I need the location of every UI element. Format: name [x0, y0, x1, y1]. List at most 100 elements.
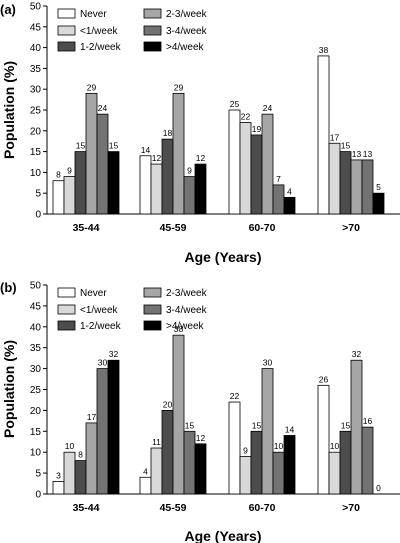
bar — [372, 192, 385, 215]
y-axis-title: Population (%) — [1, 61, 17, 159]
data-label: 18 — [163, 128, 173, 138]
y-tick-label: 10 — [30, 448, 42, 459]
panel-label: (b) — [0, 280, 17, 295]
data-label: 38 — [319, 45, 329, 55]
legend-label: 3-4/week — [166, 305, 208, 316]
data-label: 12 — [196, 153, 206, 163]
bar — [261, 113, 274, 215]
y-tick-label: 30 — [30, 85, 42, 96]
legend-swatch — [143, 8, 162, 19]
data-label: 15 — [341, 420, 351, 430]
legend-label: <1/week — [80, 26, 119, 37]
data-label: 24 — [98, 103, 108, 113]
legend-label: 2-3/week — [166, 288, 208, 299]
bar — [361, 426, 374, 495]
data-label: 17 — [330, 132, 340, 142]
data-label: 14 — [285, 424, 295, 434]
legend-swatch — [57, 25, 76, 36]
y-tick-label: 25 — [30, 106, 42, 117]
data-label: 9 — [187, 166, 192, 176]
data-label: 19 — [252, 124, 262, 134]
bar — [317, 384, 330, 495]
bar — [85, 92, 98, 215]
bar — [139, 155, 152, 215]
bar — [172, 334, 185, 495]
x-tick-label: 35-44 — [73, 502, 100, 514]
x-tick-label: 35-44 — [73, 222, 100, 234]
y-tick-label: 50 — [30, 2, 42, 13]
bar — [161, 138, 174, 215]
data-label: 13 — [363, 149, 373, 159]
bar — [183, 430, 196, 495]
y-tick-label: 15 — [30, 147, 42, 158]
data-label: 13 — [352, 149, 362, 159]
legend-swatch — [143, 320, 162, 331]
legend-swatch — [57, 320, 76, 331]
bar — [194, 163, 207, 215]
data-label: 22 — [241, 111, 251, 121]
data-label: 30 — [263, 358, 273, 368]
legend-swatch — [143, 304, 162, 315]
bar — [85, 422, 98, 495]
bar — [239, 122, 252, 215]
data-label: 15 — [341, 141, 351, 151]
panel-label: (a) — [0, 2, 16, 17]
bar — [339, 430, 352, 495]
y-axis-title: Population (%) — [1, 340, 17, 438]
data-label: 17 — [87, 412, 97, 422]
x-axis-title: Age (Years) — [184, 528, 261, 543]
y-tick-label: 20 — [30, 126, 42, 137]
legend-label: Never — [80, 288, 107, 299]
data-label: 7 — [276, 174, 281, 184]
legend-swatch — [57, 8, 76, 19]
legend-label: >4/week — [166, 321, 205, 332]
legend-label: 1-2/week — [80, 321, 122, 332]
bar — [328, 451, 341, 495]
legend-label: Never — [80, 9, 107, 20]
bar — [228, 109, 241, 215]
data-label: 0 — [376, 483, 381, 493]
data-label: 5 — [376, 182, 381, 192]
y-tick-label: 45 — [30, 301, 42, 312]
bar — [194, 443, 207, 495]
legend-label: 2-3/week — [166, 9, 208, 20]
bar — [272, 451, 285, 495]
bar — [261, 368, 274, 495]
data-label: 12 — [196, 433, 206, 443]
legend-swatch — [143, 25, 162, 36]
data-label: 16 — [363, 416, 373, 426]
data-label: 29 — [174, 82, 184, 92]
y-tick-label: 0 — [35, 490, 41, 501]
data-label: 11 — [152, 437, 161, 447]
bar — [96, 113, 109, 215]
data-label: 12 — [152, 153, 162, 163]
data-label: 15 — [76, 141, 86, 151]
x-tick-label: 45-59 — [160, 502, 187, 514]
bar — [339, 151, 352, 215]
bar — [250, 134, 263, 215]
x-axis-title: Age (Years) — [184, 249, 261, 265]
x-tick-label: >70 — [342, 222, 360, 234]
y-tick-label: 0 — [35, 210, 41, 221]
x-tick-label: 60-70 — [249, 502, 276, 514]
y-tick-label: 5 — [35, 469, 41, 480]
x-tick-label: 60-70 — [249, 222, 276, 234]
bar — [183, 176, 196, 215]
data-label: 9 — [67, 166, 72, 176]
data-label: 3 — [56, 470, 61, 480]
bar — [272, 184, 285, 215]
y-tick-label: 40 — [30, 43, 42, 54]
legend-label: <1/week — [80, 305, 119, 316]
bar — [52, 481, 65, 495]
bar — [107, 359, 120, 495]
data-label: 20 — [163, 399, 173, 409]
data-label: 38 — [174, 324, 184, 334]
x-tick-label: >70 — [342, 502, 360, 514]
data-label: 25 — [230, 99, 240, 109]
bar — [317, 55, 330, 215]
data-label: 22 — [230, 391, 240, 401]
data-label: 9 — [243, 445, 248, 455]
y-tick-label: 35 — [30, 343, 42, 354]
bar — [239, 455, 252, 495]
